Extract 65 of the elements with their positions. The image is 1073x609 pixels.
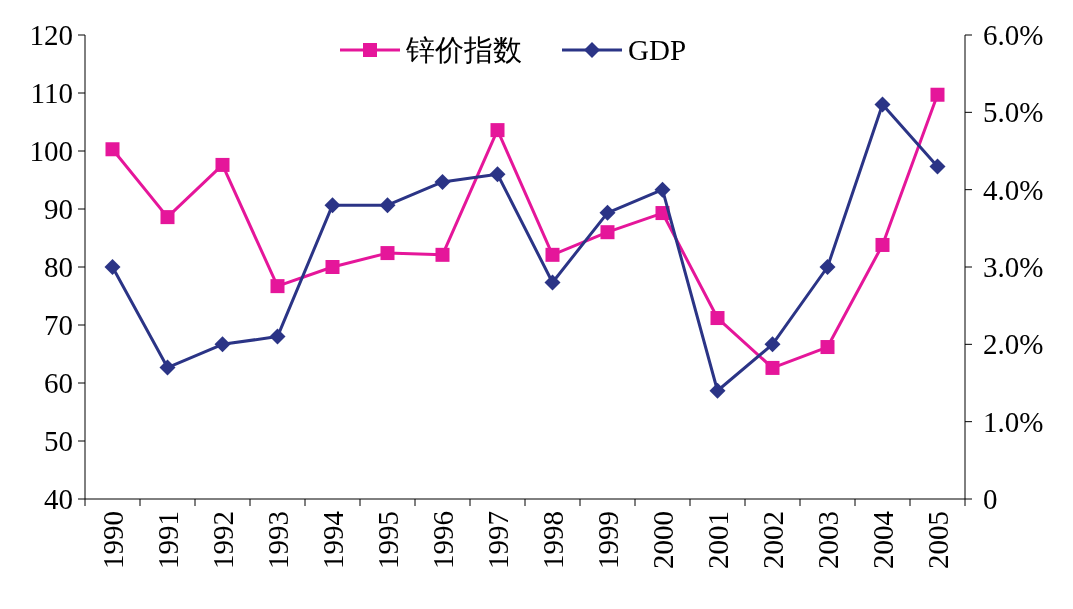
point [324,197,341,214]
point [489,166,506,183]
point [709,382,726,399]
x-tick-label: 2001 [701,511,734,569]
point [874,96,891,113]
point [269,328,286,345]
y2-tick-label: 2.0% [983,328,1044,361]
y-tick-label: 50 [44,425,73,457]
y2-tick-label: 1.0% [983,405,1044,438]
point [875,237,890,252]
legend-label: GDP [628,34,687,66]
point [930,87,945,102]
point [380,246,395,261]
point [159,359,176,376]
x-tick-label: 2000 [646,511,679,569]
y-tick-label: 80 [44,251,73,283]
point [215,157,230,172]
y-tick-label: 70 [44,309,73,341]
point [654,181,671,198]
x-tick-label: 2004 [866,510,899,569]
point [600,225,615,240]
point [764,336,781,353]
point [765,360,780,375]
x-tick-label: 2003 [811,511,844,569]
x-tick-label: 2005 [921,511,954,569]
point [820,340,835,355]
x-tick-label: 1996 [426,511,459,569]
point [490,123,505,138]
x-tick-label: 1991 [151,511,184,569]
y-tick-label: 110 [30,77,73,109]
point [545,247,560,262]
legend-label: 锌价指数 [405,34,522,66]
point [435,247,450,262]
x-tick-label: 1997 [481,511,514,569]
point [599,204,616,221]
y-tick-label: 120 [29,19,73,51]
y2-tick-label: 6.0% [983,19,1044,51]
point [105,142,120,157]
y-tick-label: 60 [44,367,73,399]
point [270,279,285,294]
y2-tick-label: 5.0% [983,96,1044,129]
point [544,274,561,291]
point [819,259,836,275]
x-tick-label: 1995 [371,511,404,569]
x-tick-label: 1993 [261,511,294,569]
x-tick-label: 1990 [96,511,129,569]
x-tick-label: 1999 [591,511,624,569]
y2-tick-label: 0 [983,483,998,515]
point [325,260,340,274]
y2-tick-label: 3.0% [983,251,1044,283]
x-tick-label: 1994 [316,510,349,569]
point [214,336,231,353]
y2-tick-label: 4.0% [983,173,1044,206]
x-tick-label: 2002 [756,511,789,569]
y-tick-label: 40 [44,483,73,515]
point [710,311,725,326]
point [929,158,946,175]
point [379,197,396,214]
x-tick-label: 1998 [536,511,569,569]
point [104,259,121,275]
point [160,210,175,225]
y-tick-label: 90 [44,193,73,225]
x-tick-label: 1992 [206,511,239,569]
point [434,173,451,190]
y-tick-label: 100 [29,135,73,167]
